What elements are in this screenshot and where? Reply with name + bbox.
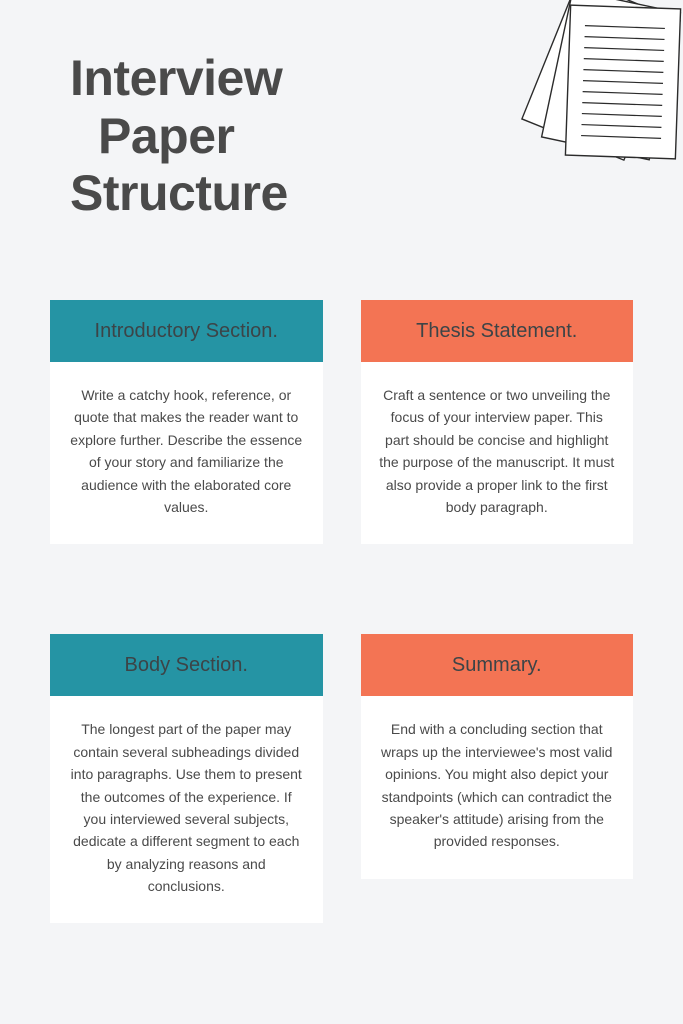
card-body: Craft a sentence or two unveiling the fo… <box>361 362 634 544</box>
page-title: Interview Paper Structure <box>70 50 288 223</box>
paper-stack-icon <box>493 0 683 200</box>
card-header: Introductory Section. <box>50 300 323 362</box>
card-body: End with a concluding section that wraps… <box>361 696 634 878</box>
title-line-3: Structure <box>70 165 288 223</box>
card-header: Thesis Statement. <box>361 300 634 362</box>
card-body: The longest part of the paper may contai… <box>50 696 323 923</box>
card-summary: Summary. End with a concluding section t… <box>361 634 634 923</box>
card-introductory: Introductory Section. Write a catchy hoo… <box>50 300 323 544</box>
title-line-1: Interview <box>70 50 288 108</box>
card-thesis: Thesis Statement. Craft a sentence or tw… <box>361 300 634 544</box>
card-header: Summary. <box>361 634 634 696</box>
card-body: Write a catchy hook, reference, or quote… <box>50 362 323 544</box>
cards-grid: Introductory Section. Write a catchy hoo… <box>50 300 633 923</box>
card-header: Body Section. <box>50 634 323 696</box>
card-body-section: Body Section. The longest part of the pa… <box>50 634 323 923</box>
title-line-2: Paper <box>70 108 288 166</box>
